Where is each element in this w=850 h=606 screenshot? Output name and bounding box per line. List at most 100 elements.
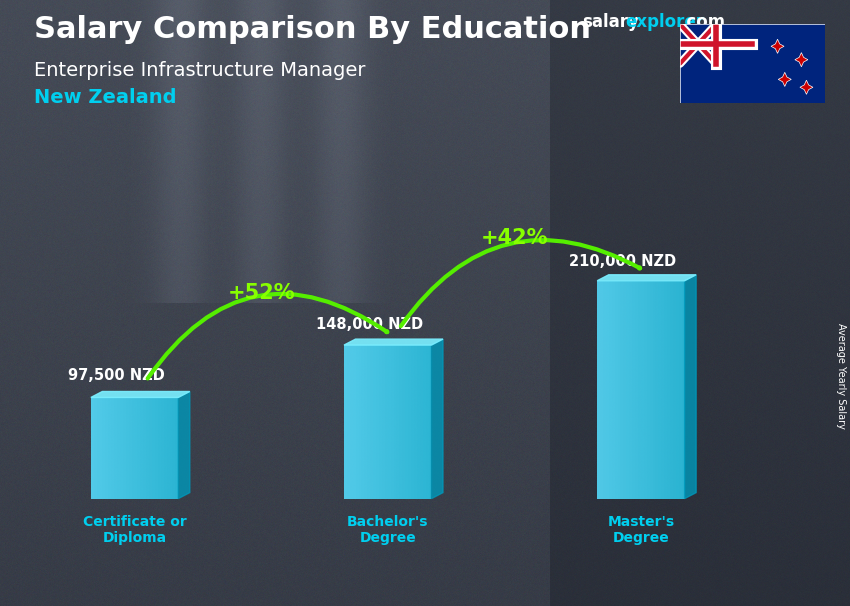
Bar [420, 345, 422, 499]
Polygon shape [684, 275, 696, 499]
Bar [416, 345, 420, 499]
Bar [680, 64, 824, 103]
Bar [158, 398, 161, 499]
Bar [673, 281, 676, 499]
Polygon shape [432, 339, 443, 499]
Bar [359, 345, 361, 499]
Bar [623, 281, 626, 499]
Bar [641, 281, 643, 499]
Bar [111, 398, 114, 499]
Polygon shape [91, 391, 190, 398]
Bar [629, 281, 632, 499]
Bar [353, 345, 355, 499]
Polygon shape [178, 391, 190, 499]
Bar [152, 398, 155, 499]
Bar [655, 281, 659, 499]
Bar [670, 281, 673, 499]
Bar [149, 398, 152, 499]
Bar [612, 281, 615, 499]
Bar [598, 281, 600, 499]
Bar [664, 281, 667, 499]
Bar [350, 345, 353, 499]
Bar [97, 398, 99, 499]
Polygon shape [771, 39, 784, 53]
Bar [382, 345, 385, 499]
Bar [638, 281, 641, 499]
Bar [146, 398, 149, 499]
Bar [103, 398, 105, 499]
Bar [347, 345, 350, 499]
Bar [94, 398, 97, 499]
Bar [126, 398, 128, 499]
Text: 148,000 NZD: 148,000 NZD [315, 317, 423, 332]
Bar [391, 345, 394, 499]
Text: 210,000 NZD: 210,000 NZD [569, 254, 676, 269]
Bar [355, 345, 359, 499]
Text: Bachelor's
Degree: Bachelor's Degree [347, 515, 428, 545]
Bar [99, 398, 103, 499]
Text: Average Yearly Salary: Average Yearly Salary [836, 323, 846, 428]
Bar [123, 398, 126, 499]
Bar [396, 345, 400, 499]
Bar [385, 345, 388, 499]
Bar [626, 281, 629, 499]
Bar [344, 345, 347, 499]
Bar [365, 345, 367, 499]
Polygon shape [344, 339, 443, 345]
Bar [164, 398, 167, 499]
Bar [426, 345, 428, 499]
Text: New Zealand: New Zealand [34, 88, 177, 107]
Bar [161, 398, 164, 499]
Bar [402, 345, 405, 499]
Bar [428, 345, 432, 499]
Bar [173, 398, 175, 499]
Polygon shape [800, 80, 813, 95]
Text: .com: .com [680, 13, 725, 32]
Bar [620, 281, 623, 499]
Bar [155, 398, 158, 499]
Bar [373, 345, 376, 499]
Bar [632, 281, 635, 499]
Bar [649, 281, 653, 499]
Bar [134, 398, 138, 499]
Bar [647, 281, 649, 499]
Bar [117, 398, 120, 499]
Bar [682, 281, 684, 499]
Text: Master's
Degree: Master's Degree [608, 515, 674, 545]
Polygon shape [598, 275, 696, 281]
Text: explorer: explorer [625, 13, 704, 32]
Bar [371, 345, 373, 499]
Text: Enterprise Infrastructure Manager: Enterprise Infrastructure Manager [34, 61, 366, 79]
Text: +42%: +42% [480, 228, 548, 248]
Bar [615, 281, 618, 499]
Bar [609, 281, 612, 499]
Bar [367, 345, 371, 499]
Bar [408, 345, 411, 499]
Bar [138, 398, 140, 499]
Bar [105, 398, 108, 499]
Bar [167, 398, 169, 499]
Bar [132, 398, 134, 499]
Polygon shape [779, 72, 791, 87]
Text: 97,500 NZD: 97,500 NZD [68, 368, 165, 383]
Bar [394, 345, 396, 499]
Bar [144, 398, 146, 499]
Bar [379, 345, 382, 499]
Bar [643, 281, 647, 499]
Bar [422, 345, 426, 499]
Bar [400, 345, 402, 499]
FancyArrowPatch shape [401, 240, 640, 326]
Bar [405, 345, 408, 499]
Text: Salary Comparison By Education: Salary Comparison By Education [34, 15, 591, 44]
Polygon shape [795, 53, 807, 67]
Bar [114, 398, 117, 499]
Bar [618, 281, 620, 499]
Bar [411, 345, 414, 499]
Bar [606, 281, 609, 499]
Bar [603, 281, 606, 499]
Bar [600, 281, 603, 499]
Bar [667, 281, 670, 499]
Bar [140, 398, 144, 499]
Bar [661, 281, 664, 499]
Text: +52%: +52% [227, 282, 295, 302]
